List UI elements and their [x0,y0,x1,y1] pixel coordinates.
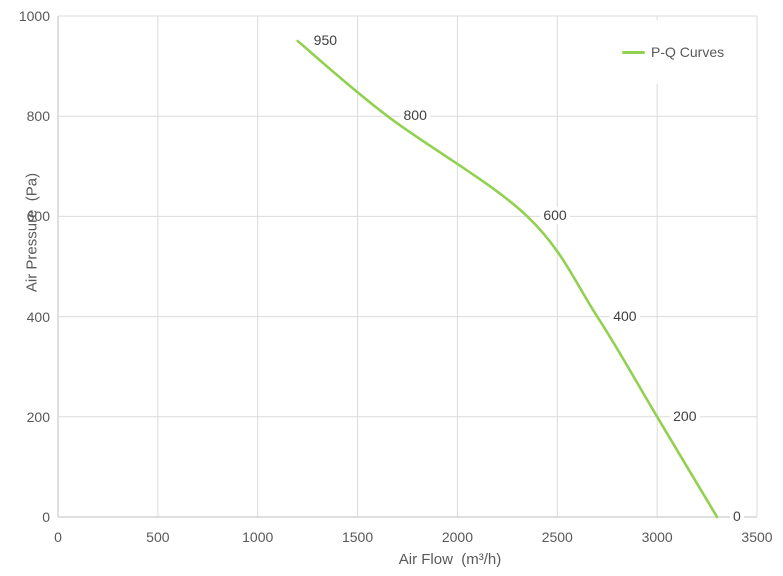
pq-curve-line [296,39,719,519]
legend-series-label: P-Q Curves [651,44,725,60]
legend[interactable]: P-Q Curves [613,20,749,84]
x-axis-title: Air Flow (m³/h) [398,551,502,568]
legend-line-swatch [622,50,645,54]
